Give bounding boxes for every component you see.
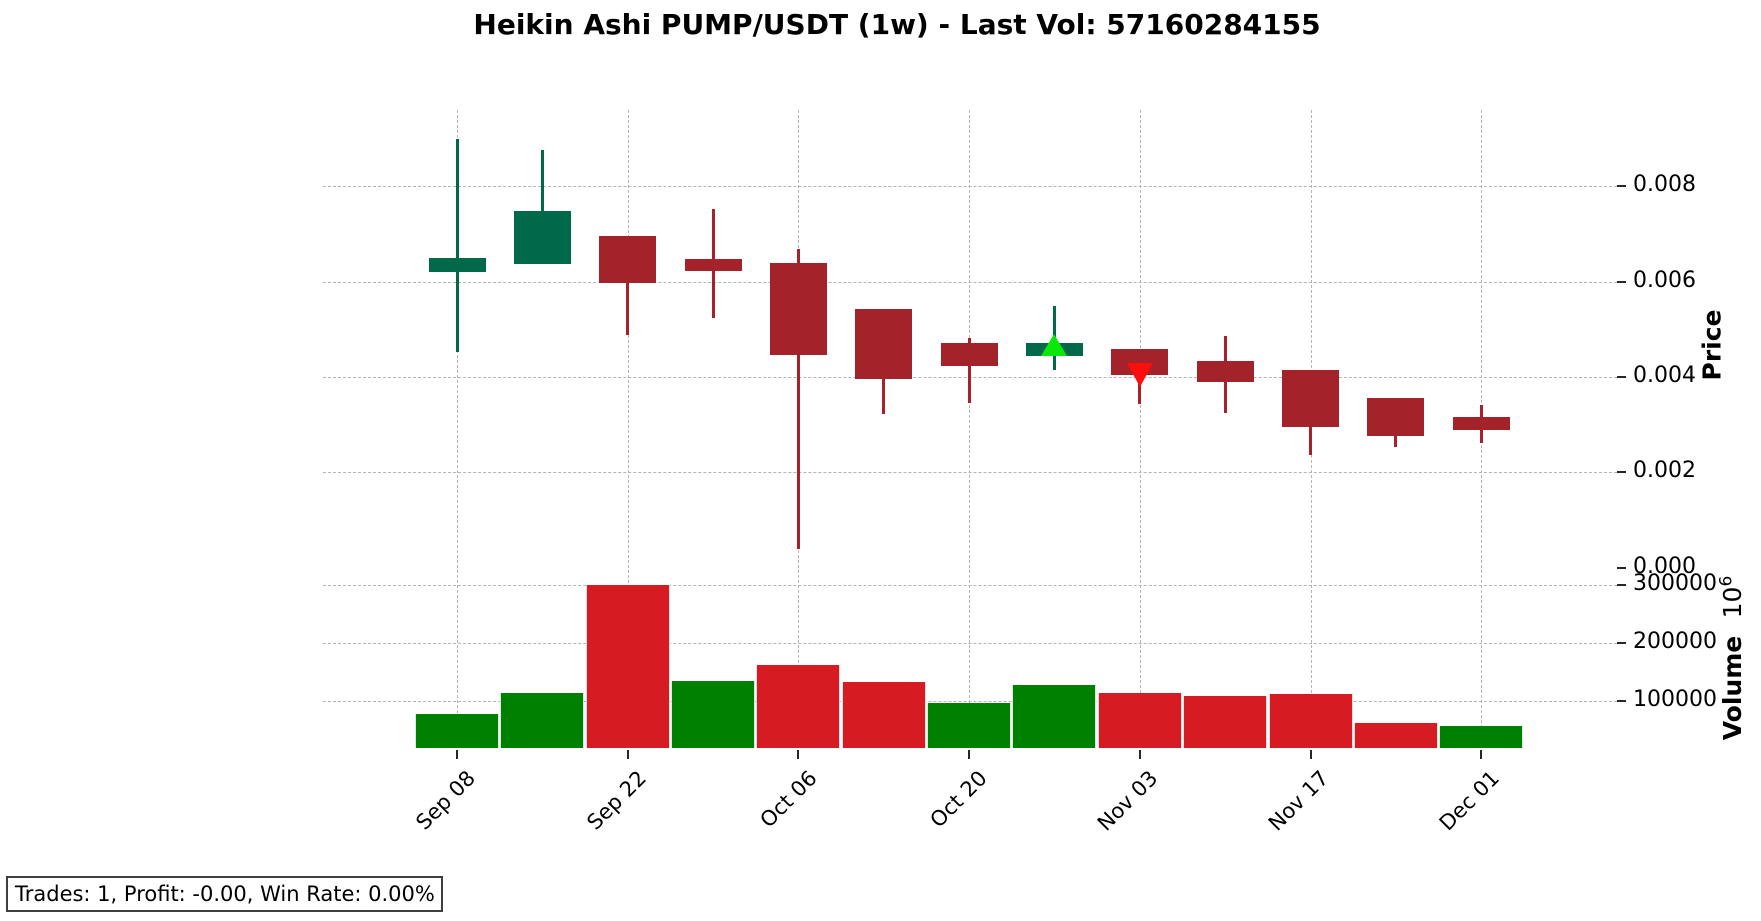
candle-wick — [626, 235, 630, 335]
candle-wick — [796, 249, 800, 549]
volume-bar — [927, 703, 1012, 748]
date-tick-mark — [968, 750, 971, 759]
date-tick-label: Oct 20 — [925, 766, 993, 833]
stats-box: Trades: 1, Profit: -0.00, Win Rate: 0.00… — [6, 876, 443, 912]
candle-body — [684, 259, 742, 271]
buy-marker-icon — [1041, 334, 1068, 357]
candle-body — [1196, 360, 1254, 382]
date-tick-label: Sep 22 — [582, 766, 651, 835]
gridline-volume — [323, 643, 1617, 645]
gridline-vertical — [627, 110, 629, 748]
date-tick-label: Oct 06 — [755, 766, 822, 833]
date-tick-label: Dec 01 — [1434, 766, 1505, 836]
price-tick-label: 0.002 — [1633, 458, 1696, 484]
date-tick-label: Sep 08 — [411, 766, 480, 835]
volume-bar — [1012, 685, 1097, 748]
candle-body — [599, 235, 657, 283]
gridline-vertical — [457, 110, 458, 748]
volume-axis-label: Volume 106 — [1717, 576, 1747, 741]
date-tick-mark — [1480, 750, 1483, 759]
date-tick-label: Nov 03 — [1093, 766, 1163, 836]
candle-body — [1452, 417, 1510, 430]
price-tick-mark — [1617, 376, 1626, 378]
date-tick-mark — [797, 750, 800, 759]
candle-wick — [967, 337, 971, 404]
volume-bar — [756, 665, 841, 748]
price-tick-label: 0.004 — [1633, 363, 1696, 388]
price-tick-label: 0.008 — [1633, 172, 1696, 198]
stats-text: Trades: 1, Profit: -0.00, Win Rate: 0.00… — [15, 882, 435, 906]
gridline-vertical — [1139, 110, 1141, 748]
volume-bar — [1268, 694, 1353, 748]
price-tick-mark — [1617, 471, 1626, 474]
candle-body — [940, 342, 998, 367]
candle-wick — [540, 149, 544, 264]
gridline-vertical — [969, 110, 971, 748]
volume-tick-mark — [1617, 583, 1626, 586]
gridline-price — [323, 186, 1617, 188]
gridline-price — [323, 281, 1617, 283]
price-axis-label-text: Price — [1697, 309, 1727, 381]
candle-body — [769, 263, 827, 356]
date-tick-mark — [1309, 750, 1312, 759]
volume-bar — [1097, 692, 1182, 748]
volume-tick-label: 200000 — [1633, 629, 1717, 655]
volume-tick-mark — [1617, 642, 1626, 645]
volume-bar — [500, 692, 585, 748]
price-tick-mark — [1617, 280, 1626, 283]
candle-body — [513, 211, 571, 264]
price-tick-label: 0.000 — [1633, 553, 1696, 579]
date-tick-mark — [456, 750, 458, 759]
chart-title: Heikin Ashi PUMP/USDT (1w) - Last Vol: 5… — [473, 8, 1321, 41]
volume-tick-mark — [1617, 700, 1626, 703]
volume-axis-unit: 106 — [1716, 575, 1748, 619]
gridline-volume — [323, 701, 1617, 703]
volume-tick-label: 300000 — [1633, 570, 1717, 596]
volume-bar — [1439, 726, 1524, 748]
gridline-volume — [323, 584, 1617, 586]
volume-bar — [671, 680, 756, 748]
candle-body — [855, 308, 913, 379]
date-tick-mark — [626, 750, 629, 759]
volume-tick-label: 100000 — [1633, 687, 1717, 713]
volume-bar — [1353, 722, 1438, 748]
price-tick-mark — [1617, 566, 1626, 569]
sell-marker-icon — [1126, 363, 1153, 388]
gridline-price — [323, 472, 1617, 474]
volume-axis-label-text: Volume — [1718, 635, 1748, 741]
volume-bar — [585, 585, 670, 748]
volume-bar — [415, 714, 499, 748]
date-tick-label: Nov 17 — [1263, 766, 1334, 836]
volume-bar — [1183, 696, 1268, 748]
candle-body — [1282, 369, 1339, 427]
price-tick-label: 0.006 — [1633, 267, 1696, 293]
candle-body — [428, 257, 486, 273]
candle-body — [1367, 397, 1425, 436]
volume-bar — [841, 681, 926, 748]
price-axis-label: Price — [1698, 310, 1727, 381]
candle-wick — [455, 138, 459, 352]
price-tick-mark — [1617, 185, 1626, 188]
date-tick-mark — [1138, 750, 1141, 759]
